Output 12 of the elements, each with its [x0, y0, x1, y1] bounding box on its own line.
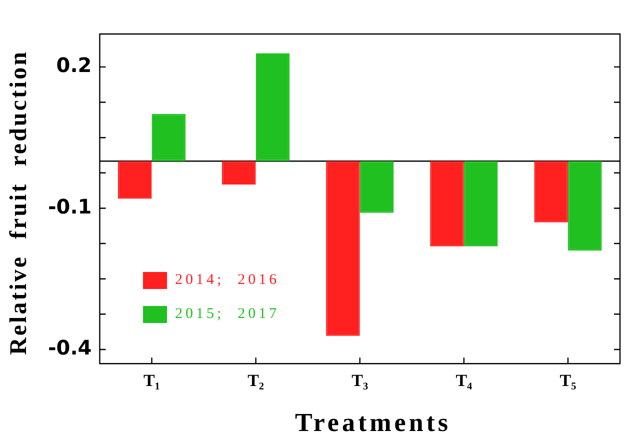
y-axis-title: Relative fruit reduction	[6, 50, 32, 354]
x-tick-label: T₄	[456, 371, 472, 390]
x-tick-label: T₁	[144, 371, 160, 390]
legend-label: 2014; 2016	[175, 272, 280, 289]
y-tick-label: -0.4	[48, 336, 92, 360]
x-axis-title: Treatments	[294, 408, 452, 438]
x-tick-label: T₃	[352, 371, 368, 390]
x-tick-label: T₂	[248, 371, 264, 390]
legend-label: 2015; 2017	[175, 306, 280, 323]
y-tick-label: 0.2	[56, 53, 92, 78]
x-tick-label: T₅	[560, 371, 576, 390]
y-tick-label: -0.1	[48, 194, 92, 218]
